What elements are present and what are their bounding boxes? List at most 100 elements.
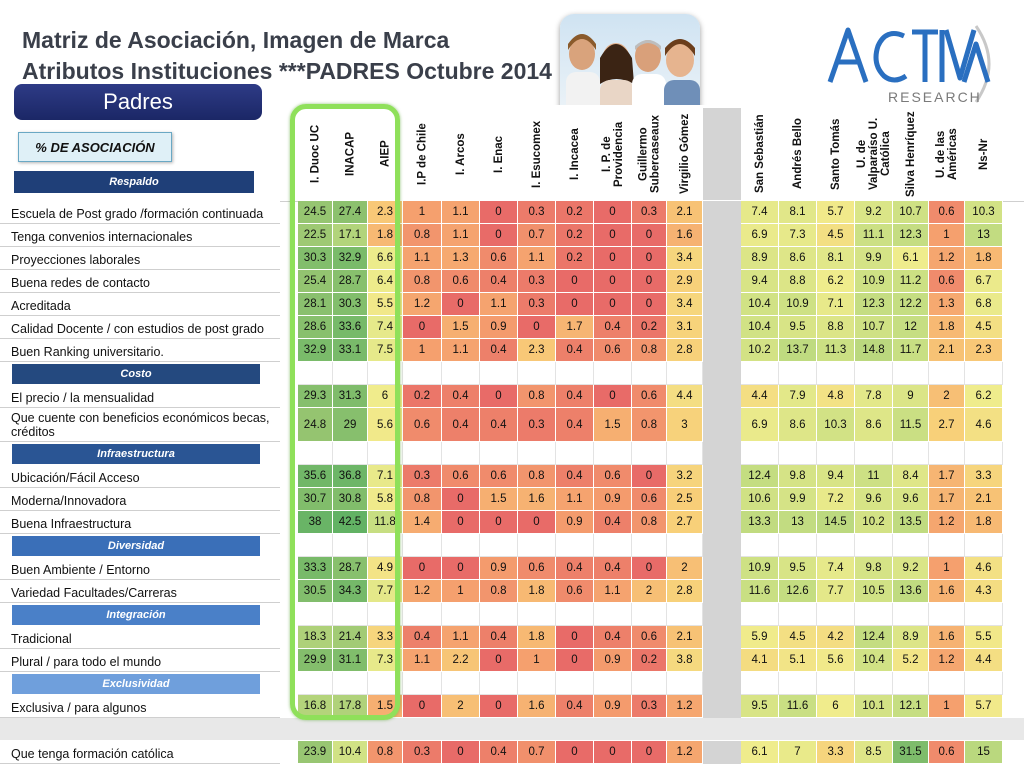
column-spacer (703, 270, 741, 293)
value-cell: 10.6 (741, 488, 779, 511)
empty-cell (518, 362, 556, 385)
title-line-2: Atributos Instituciones ***PADRES Octubr… (22, 58, 552, 84)
value-cell: 30.5 (298, 580, 333, 603)
empty-cell (741, 442, 779, 465)
value-cell: 6.7 (965, 270, 1003, 293)
value-cell: 0.2 (632, 649, 667, 672)
value-cell: 7.1 (817, 293, 855, 316)
value-cell: 0.7 (518, 224, 556, 247)
value-cell: 1.1 (403, 247, 442, 270)
value-cell: 0.3 (632, 695, 667, 718)
value-cell: 7.4 (817, 557, 855, 580)
value-cell: 6.2 (965, 385, 1003, 408)
empty-cell (333, 534, 368, 557)
value-cell: 34.3 (333, 580, 368, 603)
value-cell: 12.3 (855, 293, 893, 316)
value-cell: 0 (556, 293, 594, 316)
value-cell: 0 (480, 695, 518, 718)
value-cell: 0 (632, 557, 667, 580)
value-cell: 22.5 (298, 224, 333, 247)
section-header: Respaldo (14, 171, 254, 193)
column-header: I. Arcos (455, 133, 467, 175)
value-cell: 9.4 (817, 465, 855, 488)
value-cell: 7.9 (779, 385, 817, 408)
value-cell: 30.3 (298, 247, 333, 270)
empty-cell (893, 534, 929, 557)
empty-cell (703, 603, 741, 626)
value-cell: 0.2 (403, 385, 442, 408)
column-spacer (703, 511, 741, 534)
value-cell: 0.4 (480, 408, 518, 442)
empty-cell (893, 672, 929, 695)
value-cell: 0 (480, 201, 518, 224)
value-cell: 13 (779, 511, 817, 534)
empty-cell (442, 603, 480, 626)
value-cell: 3.8 (667, 649, 703, 672)
value-cell: 0.6 (594, 465, 632, 488)
column-header: AIEP (379, 140, 392, 168)
column-header: San Sebastián (754, 114, 766, 194)
value-cell: 1.6 (929, 626, 965, 649)
column-header: I. Esucomex (531, 120, 543, 188)
section-spacer (0, 718, 1024, 741)
empty-cell (298, 672, 333, 695)
row-label: Buen Ranking universitario. (0, 339, 280, 362)
value-cell: 8.9 (893, 626, 929, 649)
value-cell: 10.7 (893, 201, 929, 224)
empty-cell (403, 442, 442, 465)
row-label: Que tenga formación católica (0, 741, 280, 764)
value-cell: 11.8 (368, 511, 403, 534)
value-cell: 0.6 (480, 465, 518, 488)
value-cell: 6.1 (893, 247, 929, 270)
empty-cell (855, 534, 893, 557)
value-cell: 0.8 (632, 511, 667, 534)
value-cell: 28.7 (333, 557, 368, 580)
value-cell: 7 (779, 741, 817, 764)
value-cell: 0 (594, 385, 632, 408)
value-cell: 5.6 (817, 649, 855, 672)
empty-cell (817, 362, 855, 385)
value-cell: 4.1 (741, 649, 779, 672)
empty-cell (594, 362, 632, 385)
value-cell: 33.1 (333, 339, 368, 362)
value-cell: 0 (480, 649, 518, 672)
value-cell: 1.2 (403, 580, 442, 603)
empty-cell (518, 672, 556, 695)
value-cell: 9.9 (855, 247, 893, 270)
value-cell: 0.4 (556, 465, 594, 488)
value-cell: 9.8 (855, 557, 893, 580)
value-cell: 5.6 (368, 408, 403, 442)
value-cell: 7.4 (368, 316, 403, 339)
value-cell: 10.5 (855, 580, 893, 603)
value-cell: 13.7 (779, 339, 817, 362)
value-cell: 10.1 (855, 695, 893, 718)
value-cell: 25.4 (298, 270, 333, 293)
column-spacer (703, 339, 741, 362)
value-cell: 0.8 (518, 385, 556, 408)
logo-sub-text: RESEARCH (888, 89, 982, 105)
value-cell: 18.3 (298, 626, 333, 649)
value-cell: 1.6 (518, 695, 556, 718)
value-cell: 8.6 (779, 408, 817, 442)
empty-cell (817, 603, 855, 626)
column-header: Guillermo Subercaseaux (637, 115, 662, 193)
value-cell: 13.6 (893, 580, 929, 603)
value-cell: 10.4 (741, 293, 779, 316)
value-cell: 8.4 (893, 465, 929, 488)
value-cell: 1.1 (518, 247, 556, 270)
value-cell: 1.8 (929, 316, 965, 339)
value-cell: 0.8 (403, 270, 442, 293)
value-cell: 0.3 (632, 201, 667, 224)
value-cell: 1 (518, 649, 556, 672)
empty-cell (403, 534, 442, 557)
value-cell: 0 (632, 465, 667, 488)
value-cell: 0.6 (929, 270, 965, 293)
value-cell: 1.8 (518, 626, 556, 649)
value-cell: 6.4 (368, 270, 403, 293)
column-spacer (703, 385, 741, 408)
row-label: Proyecciones laborales (0, 247, 280, 270)
column-spacer (703, 557, 741, 580)
value-cell: 8.8 (817, 316, 855, 339)
value-cell: 0.4 (594, 557, 632, 580)
empty-cell (333, 672, 368, 695)
